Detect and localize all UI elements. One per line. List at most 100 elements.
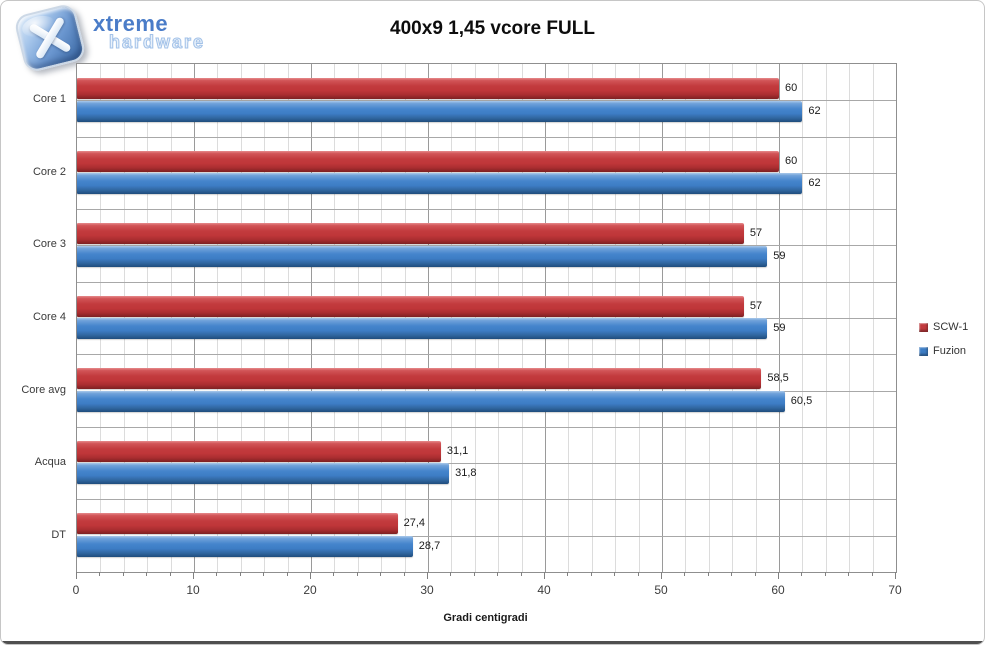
- x-tick-label: 30: [420, 583, 434, 597]
- logo-text: xtreme hardware: [93, 11, 206, 52]
- bar-value-label-scw-1-dt: 27,4: [403, 517, 426, 530]
- bar-scw-1-dt: [77, 513, 398, 535]
- category-label-core-2: Core 2: [32, 165, 66, 178]
- legend-swatch-fuzion-icon: [919, 346, 928, 356]
- bar-value-label-scw-1-core-4: 57: [749, 299, 763, 312]
- bar-scw-1-core-4: [77, 295, 744, 317]
- bar-value-label-scw-1-core-avg: 58,5: [767, 372, 789, 385]
- category-label-core-4: Core 4: [32, 310, 66, 323]
- x-axis-tick: [731, 572, 733, 576]
- bar-value-label-fuzion-acqua: 31,8: [455, 467, 477, 480]
- bar-fuzion-core-3: [77, 245, 768, 267]
- bar-value-label-fuzion-core-avg: 60,5: [790, 394, 813, 407]
- category-label-core-avg: Core avg: [21, 383, 66, 396]
- page-bottom-divider: [1, 641, 984, 644]
- x-axis-tick: [193, 572, 194, 579]
- legend: SCW-1 Fuzion: [919, 321, 968, 357]
- bar-fuzion-core-4: [77, 318, 768, 340]
- x-axis-tick: [824, 572, 826, 576]
- x-axis-tick: [520, 572, 522, 576]
- logo-text-xtreme: xtreme: [93, 11, 169, 36]
- x-axis-tick: [590, 572, 592, 576]
- x-axis-title: Gradi centigradi: [443, 612, 528, 624]
- x-axis-tick: [427, 572, 428, 579]
- legend-swatch-scw1-icon: [919, 322, 928, 332]
- plot-area: 60 62 60 62 57 59 57 59 58,5 60,5 31,1 31,8 27,4 28,7: [76, 63, 897, 573]
- bar-value-label-scw-1-core-3: 57: [749, 227, 763, 240]
- category-label-core-1: Core 1: [32, 93, 66, 106]
- x-axis-tick: [380, 572, 382, 576]
- bar-scw-1-core-avg: [77, 368, 762, 390]
- x-axis-tick: [778, 572, 779, 579]
- bar-scw-1-core-2: [77, 150, 779, 172]
- x-axis-tick: [754, 572, 756, 576]
- x-axis-tick: [544, 572, 545, 579]
- gridline-horizontal: [77, 499, 896, 501]
- x-axis-tick: [684, 572, 686, 576]
- x-tick-label: 40: [537, 583, 551, 597]
- x-axis-tick: [567, 572, 569, 576]
- bar-fuzion-dt: [77, 535, 413, 557]
- legend-label-scw1: SCW-1: [933, 321, 969, 333]
- x-axis-tick: [122, 572, 124, 576]
- x-axis-tick: [661, 572, 662, 579]
- x-axis-tick: [871, 572, 873, 576]
- bar-value-label-fuzion-dt: 28,7: [418, 539, 441, 552]
- bar-value-label-fuzion-core-4: 59: [773, 322, 786, 335]
- xtremehardware-logo: xtreme hardware: [11, 2, 251, 74]
- x-tick-label: 10: [186, 583, 200, 597]
- bar-fuzion-acqua: [77, 463, 450, 485]
- x-axis-tick: [169, 572, 171, 576]
- gridline-horizontal: [77, 463, 896, 465]
- x-axis-tick: [286, 572, 288, 576]
- x-axis-tick: [333, 572, 335, 576]
- bar-value-label-scw-1-acqua: 31,1: [446, 444, 469, 457]
- category-label-acqua: Acqua: [34, 456, 66, 469]
- x-axis-tick: [310, 572, 311, 579]
- bar-value-label-scw-1-core-1: 60: [785, 82, 798, 94]
- bar-scw-1-acqua: [77, 440, 441, 462]
- gridline-horizontal: [77, 136, 896, 138]
- x-axis-tick: [637, 572, 639, 576]
- category-label-dt: DT: [51, 528, 66, 541]
- legend-label-fuzion: Fuzion: [933, 345, 967, 357]
- x-axis-tick: [356, 572, 358, 576]
- gridline-horizontal: [77, 354, 896, 356]
- legend-item-scw1: SCW-1: [919, 321, 968, 333]
- x-axis-tick: [99, 572, 101, 576]
- legend-item-fuzion: Fuzion: [919, 345, 968, 357]
- x-tick-label: 60: [771, 583, 785, 597]
- bar-value-label-scw-1-core-2: 60: [785, 154, 798, 167]
- gridline-horizontal: [77, 209, 896, 211]
- x-axis-tick: [848, 572, 850, 576]
- bar-value-label-fuzion-core-2: 62: [808, 177, 821, 190]
- chart-title: 400x9 1,45 vcore FULL: [390, 18, 595, 39]
- x-axis-tick: [76, 572, 77, 579]
- logo-text-hardware: hardware: [108, 32, 206, 52]
- x-axis-tick: [450, 572, 452, 576]
- gridline-horizontal: [77, 535, 896, 537]
- gridline-horizontal: [77, 426, 896, 428]
- x-tick-label: 70: [888, 583, 902, 597]
- x-axis-tick: [801, 572, 803, 576]
- gridline-horizontal: [77, 281, 896, 283]
- x-axis-tick: [403, 572, 405, 576]
- x-tick-label: 50: [654, 583, 668, 597]
- category-label-core-3: Core 3: [32, 238, 66, 251]
- x-axis-tick: [497, 572, 499, 576]
- x-axis-tick: [216, 572, 218, 576]
- x-axis-tick: [895, 572, 896, 579]
- x-axis-tick: [263, 572, 265, 576]
- x-tick-label: 0: [72, 583, 80, 597]
- bar-scw-1-core-1: [77, 78, 779, 99]
- bar-fuzion-core-avg: [77, 390, 785, 412]
- bar-scw-1-core-3: [77, 223, 744, 245]
- x-tick-label: 20: [303, 583, 317, 597]
- bar-value-label-fuzion-core-1: 62: [808, 104, 821, 117]
- bar-value-label-fuzion-core-3: 59: [773, 249, 786, 262]
- x-axis-tick: [146, 572, 148, 576]
- x-axis-tick: [614, 572, 616, 576]
- bar-fuzion-core-1: [77, 100, 803, 122]
- x-axis-tick: [707, 572, 709, 576]
